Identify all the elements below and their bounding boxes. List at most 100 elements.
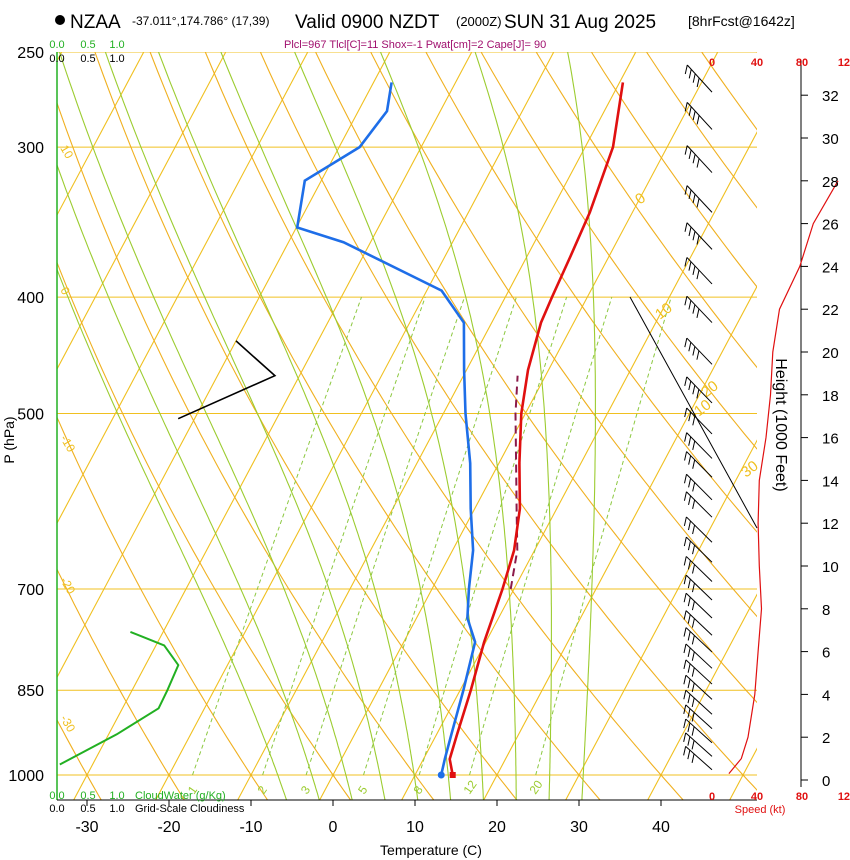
isotherm-line [237, 52, 637, 800]
dry-adiabat-line [370, 52, 757, 618]
wind-barb-feather [687, 722, 691, 732]
wind-barb-feather [696, 350, 700, 360]
speed-tick-label: 40 [751, 57, 763, 69]
wind-barb-feather [692, 440, 696, 450]
mixing-ratio-line [418, 296, 568, 776]
pressure-tick-label: 250 [17, 45, 44, 62]
dry-adiabat-lines [57, 52, 757, 800]
wind-barb-staff [685, 745, 713, 771]
isotherm-line [73, 52, 473, 800]
wind-barb-feather [684, 145, 688, 155]
dry-adiabat-line [57, 567, 185, 800]
isotherm-line [319, 52, 719, 800]
cloud-water-tick: 0.0 [49, 790, 64, 802]
height-tick-label: 14 [822, 473, 839, 490]
wind-barb-feather [684, 407, 688, 418]
temperature-tick-label: -10 [239, 819, 262, 836]
wind-barb [684, 432, 713, 459]
temperature-tick-label: 40 [652, 819, 670, 836]
wind-barb [683, 556, 713, 582]
wind-barb-staff [685, 536, 713, 563]
wind-barb-staff [686, 337, 713, 365]
mixing-ratio-line [305, 296, 465, 776]
isotherm-label: 10 [57, 143, 76, 162]
wind-barb-feather [692, 73, 696, 83]
wind-barb-feather [687, 708, 691, 718]
wind-barb-feather [688, 495, 692, 505]
wind-barb-feather [692, 564, 695, 574]
wind-barb [683, 745, 713, 771]
dry-adiabat-line [94, 52, 518, 800]
wind-barb [683, 689, 713, 715]
height-tick-label: 20 [822, 345, 839, 362]
wind-barb-feather [692, 265, 696, 276]
sounding-params: Plcl=967 Tlcl[C]=11 Shox=-1 Pwat[cm]=2 C… [284, 39, 546, 51]
cloud-water-tick: 0.5 [80, 790, 95, 802]
cloudiness-tick: 0.0 [49, 53, 64, 65]
moist-adiabat-line [58, 52, 353, 800]
cloud-water-label: CloudWater (g/Kg) [135, 790, 226, 802]
wind-barb-feather [688, 261, 692, 271]
height-tick-label: 16 [822, 431, 839, 448]
cloudiness-tick: 1.0 [109, 53, 124, 65]
dry-adiabat-line [204, 52, 684, 800]
dry-adiabat-line [314, 52, 757, 704]
dry-adiabat-line [425, 52, 757, 533]
wind-barb-feather [683, 593, 687, 603]
wind-barb [683, 610, 713, 636]
wind-barb [683, 732, 713, 757]
dry-adiabat-line [590, 52, 757, 288]
wind-barb-feather [688, 380, 692, 391]
cloudiness-line [177, 340, 277, 420]
height-tick-label: 22 [822, 302, 839, 319]
wind-barb-feather [683, 659, 687, 669]
mixing-ratio-label: 12 [461, 777, 480, 796]
dry-adiabat-line [480, 52, 757, 450]
isotherm-label: 10 [652, 299, 676, 323]
mixing-ratio-line [192, 296, 362, 776]
wind-barb-feather [684, 185, 688, 195]
isotherm-label: -30 [57, 713, 78, 735]
wind-barb-feather [683, 704, 687, 714]
wind-barb [683, 643, 713, 669]
wind-barb-feather [684, 102, 688, 112]
profiles [59, 82, 625, 776]
wind-barb-feather [691, 682, 695, 693]
wind-barb-feather [683, 643, 687, 654]
height-tick-label: 8 [822, 602, 830, 619]
moist-adiabat-line [157, 52, 419, 800]
isotherm-line [155, 52, 555, 800]
utc-time: (2000Z) [456, 14, 502, 29]
speed-tick-label: 0 [709, 57, 715, 69]
wind-barb-feather [691, 635, 695, 645]
mixing-ratio-line [262, 296, 426, 776]
pressure-tick-label: 1000 [8, 768, 44, 785]
wind-barb [683, 516, 713, 543]
wind-barb-feather [688, 106, 692, 116]
wind-barb-feather [687, 579, 691, 589]
wind-barb-feather [688, 455, 692, 465]
dry-adiabat-line [57, 718, 102, 800]
wind-barb-feather [684, 222, 688, 232]
wind-barb-feather [692, 385, 696, 395]
wind-barb [684, 102, 713, 130]
pressure-tick-label: 500 [17, 407, 44, 424]
wind-barb-feather [687, 631, 691, 641]
isotherm-lines [57, 52, 757, 800]
forecast-info: [8hrFcst@1642z] [688, 13, 795, 29]
wind-barb-feather [692, 459, 696, 469]
wind-barb-feather [691, 740, 695, 750]
height-tick-label: 26 [822, 217, 839, 234]
wind-barb-feather [687, 694, 691, 704]
wind-barb-feather [691, 726, 695, 736]
wind-barb [683, 536, 713, 563]
cloud-water-tick: 0.5 [80, 39, 95, 51]
wind-barb-feather [684, 337, 688, 348]
wind-barb-feather [688, 149, 692, 160]
wind-barb-feather [691, 667, 695, 677]
speed-tick-label: 120 [838, 57, 850, 69]
moist-adiabat-line [379, 52, 517, 800]
wind-barb [683, 627, 713, 653]
wind-barb-feather [688, 478, 692, 488]
